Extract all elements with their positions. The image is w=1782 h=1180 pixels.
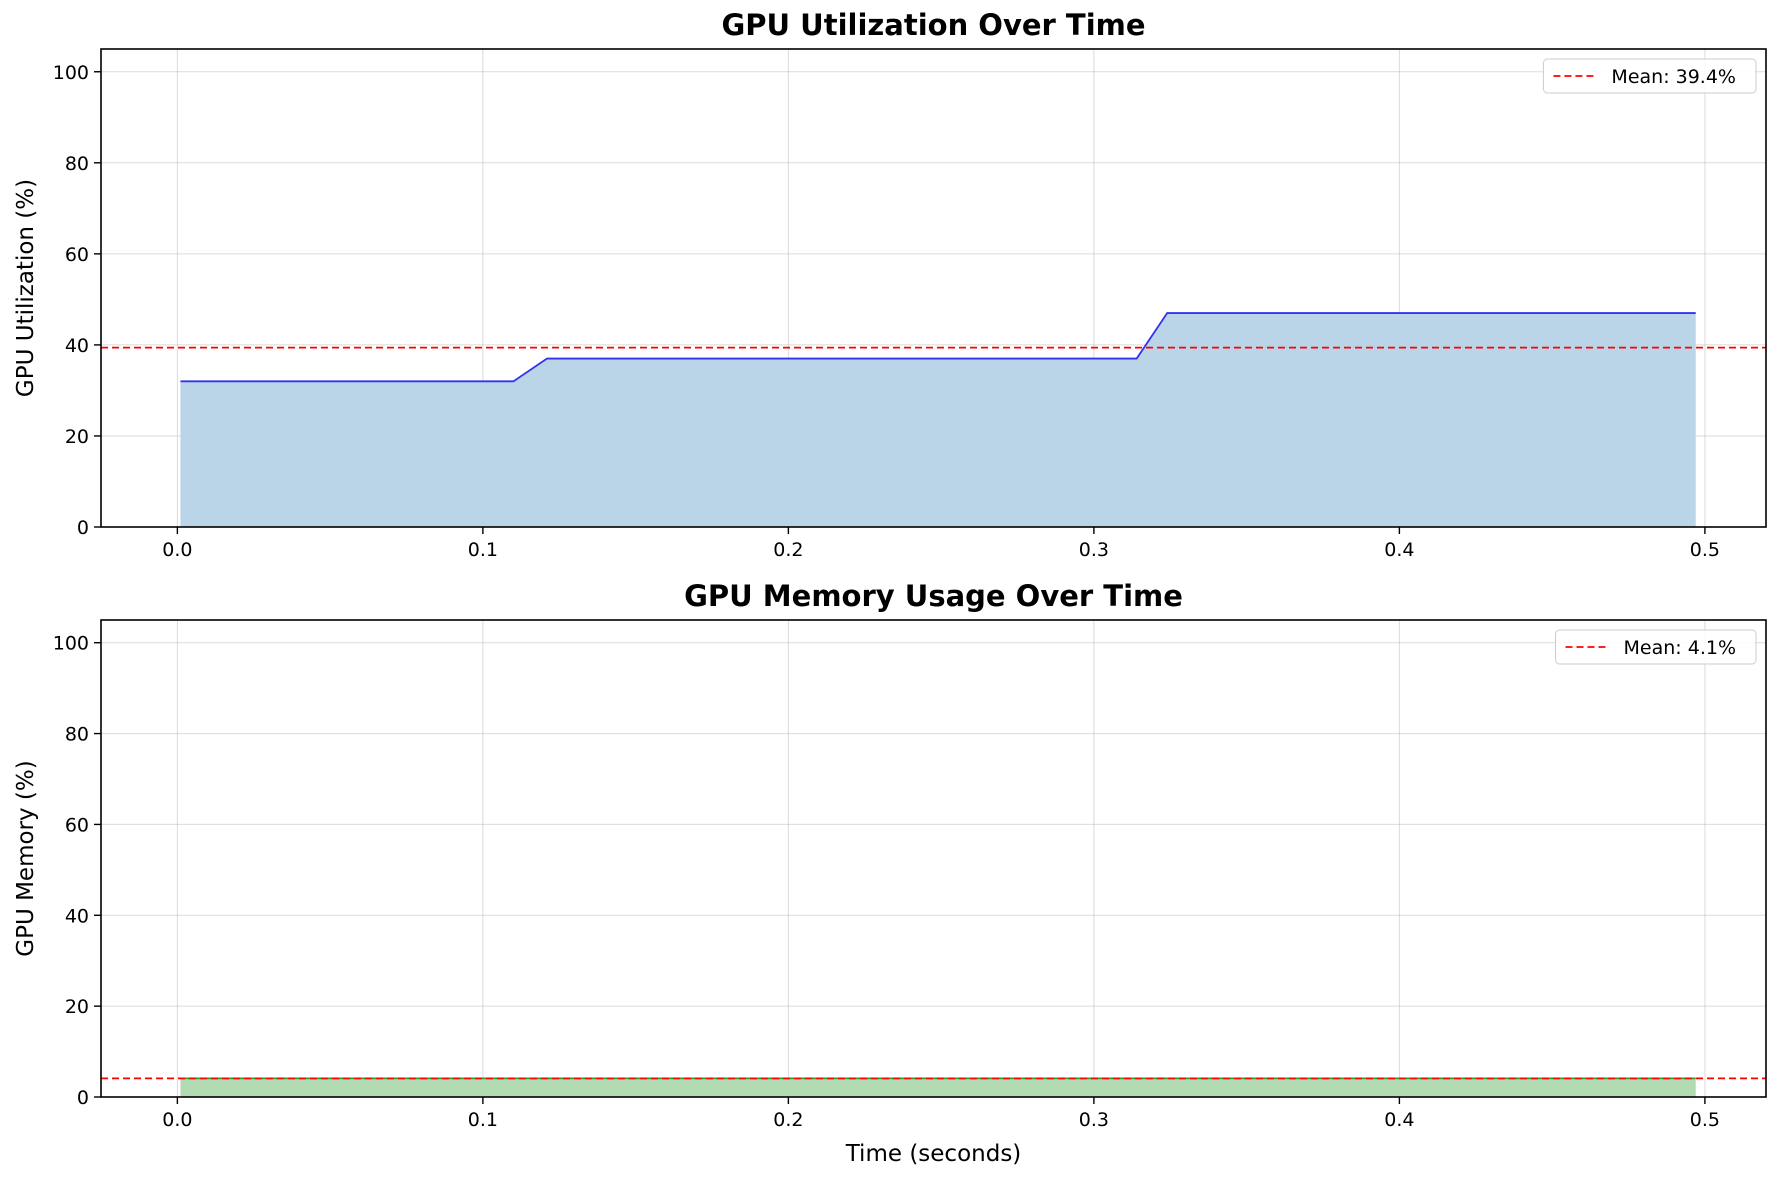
y-tick-label: 20 xyxy=(65,996,89,1018)
x-tick-label: 0.3 xyxy=(1079,1109,1109,1131)
y-tick-label: 20 xyxy=(65,426,89,448)
series-area-fill xyxy=(180,1078,1696,1097)
y-tick-label: 40 xyxy=(65,905,89,927)
x-tick-label: 0.4 xyxy=(1384,539,1414,561)
plot-frame xyxy=(100,48,1767,528)
x-tick-label: 0.5 xyxy=(1690,1109,1720,1131)
x-tick-label: 0.0 xyxy=(162,1109,192,1131)
x-tick-label: 0.5 xyxy=(1690,539,1720,561)
x-tick-label: 0.0 xyxy=(162,539,192,561)
legend-label: Mean: 4.1% xyxy=(1624,637,1736,659)
legend-box xyxy=(1555,629,1757,665)
y-tick-label: 0 xyxy=(77,517,89,539)
x-tick-label: 0.4 xyxy=(1384,1109,1414,1131)
y-axis-label: GPU Memory (%) xyxy=(13,760,39,957)
chart-title: GPU Utilization Over Time xyxy=(721,8,1145,42)
x-tick-label: 0.1 xyxy=(468,539,498,561)
y-tick-label: 80 xyxy=(65,724,89,746)
legend-box xyxy=(1542,58,1757,94)
panel-2: 0.0 0.1 0.2 0.3 0.4 0.5 0 20 40 60 80 100 GPU Memory… xyxy=(13,579,1767,1167)
y-tick-label: 60 xyxy=(65,244,89,266)
chart-title: GPU Memory Usage Over Time xyxy=(684,579,1183,613)
panel-1: 0.0 0.1 0.2 0.3 0.4 0.5 0 20 40 60 80 100 GPU Utiliz… xyxy=(13,8,1767,561)
legend-label: Mean: 39.4% xyxy=(1611,66,1736,88)
legend: Mean: 4.1% xyxy=(1555,629,1757,665)
y-tick-label: 100 xyxy=(53,633,89,655)
x-tick-label: 0.3 xyxy=(1079,539,1109,561)
y-tick-label: 100 xyxy=(53,62,89,84)
series-area-fill xyxy=(180,313,1696,527)
x-tick-label: 0.1 xyxy=(468,1109,498,1131)
y-tick-label: 40 xyxy=(65,335,89,357)
x-axis-label: Time (seconds) xyxy=(845,1141,1022,1167)
series-line xyxy=(180,312,1696,383)
y-tick-label: 80 xyxy=(65,153,89,175)
y-axis-label: GPU Utilization (%) xyxy=(13,179,39,397)
y-tick-label: 60 xyxy=(65,814,89,836)
legend: Mean: 39.4% xyxy=(1542,58,1757,94)
x-tick-label: 0.2 xyxy=(773,539,803,561)
x-tick-label: 0.2 xyxy=(773,1109,803,1131)
plot-frame xyxy=(100,619,1767,1098)
y-tick-label: 0 xyxy=(77,1087,89,1109)
